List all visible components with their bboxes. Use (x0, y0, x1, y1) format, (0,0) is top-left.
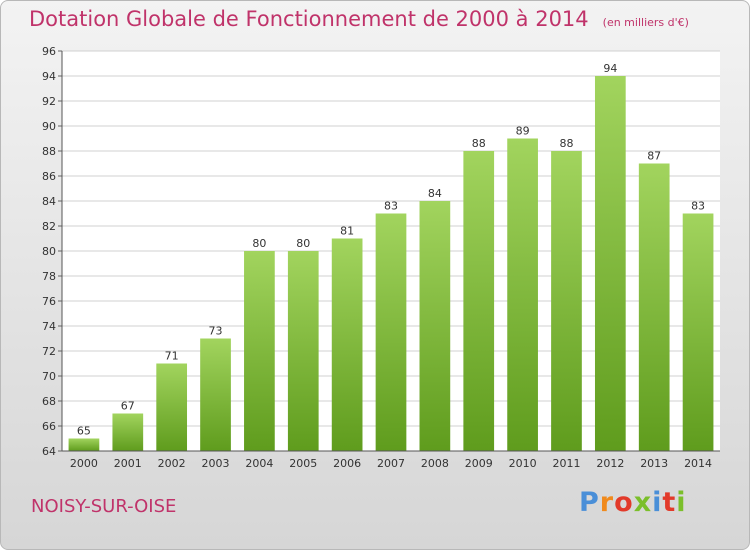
y-tick-label: 96 (42, 45, 56, 58)
data-label: 65 (77, 425, 91, 438)
plot-area: 64 66 68 70 72 74 76 78 80 82 84 86 88 90 92 94 96 65 2000… (42, 45, 720, 470)
chart-title-text: Dotation Globale de Fonctionnement de 20… (29, 7, 589, 31)
data-label: 81 (340, 225, 354, 238)
logo-letter: P (579, 487, 600, 518)
logo-letter: o (614, 487, 634, 518)
data-label: 84 (428, 187, 442, 200)
bar-2004 (244, 251, 275, 451)
data-label: 80 (252, 237, 266, 250)
x-tick-label: 2014 (684, 457, 712, 470)
bar-2009 (463, 151, 495, 451)
proxiti-logo: Proxiti (579, 487, 687, 518)
x-tick-label: 2011 (552, 457, 580, 470)
x-tick-label: 2003 (202, 457, 230, 470)
bar-2001 (112, 413, 144, 451)
data-label: 83 (384, 200, 398, 213)
bar-2014 (682, 213, 714, 451)
x-tick-label: 2000 (70, 457, 98, 470)
x-tick-label: 2001 (114, 457, 142, 470)
x-tick-label: 2009 (465, 457, 493, 470)
x-tick-label: 2010 (509, 457, 537, 470)
bar-2008 (419, 201, 451, 451)
y-tick-label: 70 (42, 370, 56, 383)
data-label: 94 (603, 62, 617, 75)
y-tick-label: 80 (42, 245, 56, 258)
chart-unit: (en milliers d'€) (602, 16, 689, 29)
x-tick-label: 2005 (289, 457, 317, 470)
data-label: 83 (691, 200, 705, 213)
data-label: 88 (559, 137, 573, 150)
data-label: 87 (647, 150, 661, 163)
bar-2011 (551, 151, 582, 451)
bar-2012 (594, 76, 626, 451)
y-tick-label: 92 (42, 95, 56, 108)
data-label: 73 (209, 325, 223, 338)
logo-letter: t (662, 487, 677, 518)
bar-2003 (200, 338, 231, 451)
y-tick-label: 66 (42, 420, 56, 433)
bar-2013 (638, 163, 670, 451)
bar-2007 (375, 213, 407, 451)
x-tick-label: 2013 (640, 457, 668, 470)
logo-letter: i (676, 487, 687, 518)
data-label: 89 (516, 125, 530, 138)
bar-2005 (287, 251, 319, 451)
chart-title: Dotation Globale de Fonctionnement de 20… (29, 7, 689, 31)
x-tick-label: 2007 (377, 457, 405, 470)
bar-2000 (68, 438, 100, 451)
x-tick-label: 2006 (333, 457, 361, 470)
data-label: 71 (165, 350, 179, 363)
x-tick-label: 2012 (596, 457, 624, 470)
logo-letter: x (633, 487, 653, 518)
y-tick-label: 68 (42, 395, 56, 408)
y-tick-label: 64 (42, 445, 56, 458)
logo-letter: r (599, 487, 615, 518)
data-label: 80 (296, 237, 310, 250)
y-tick-label: 72 (42, 345, 56, 358)
bar-2002 (156, 363, 188, 451)
y-tick-label: 74 (42, 320, 56, 333)
y-tick-label: 84 (42, 195, 56, 208)
y-tick-label: 76 (42, 295, 56, 308)
city-name: NOISY-SUR-OISE (31, 496, 177, 517)
bar-2010 (507, 138, 538, 451)
x-tick-label: 2002 (158, 457, 186, 470)
data-label: 88 (472, 137, 486, 150)
x-tick-label: 2008 (421, 457, 449, 470)
y-tick-label: 94 (42, 70, 56, 83)
y-tick-label: 90 (42, 120, 56, 133)
bar-2006 (331, 238, 363, 451)
y-tick-label: 82 (42, 220, 56, 233)
x-tick-label: 2004 (245, 457, 273, 470)
data-label: 67 (121, 400, 135, 413)
y-tick-label: 88 (42, 145, 56, 158)
y-tick-label: 78 (42, 270, 56, 283)
logo-letter: i (652, 487, 663, 518)
y-tick-label: 86 (42, 170, 56, 183)
